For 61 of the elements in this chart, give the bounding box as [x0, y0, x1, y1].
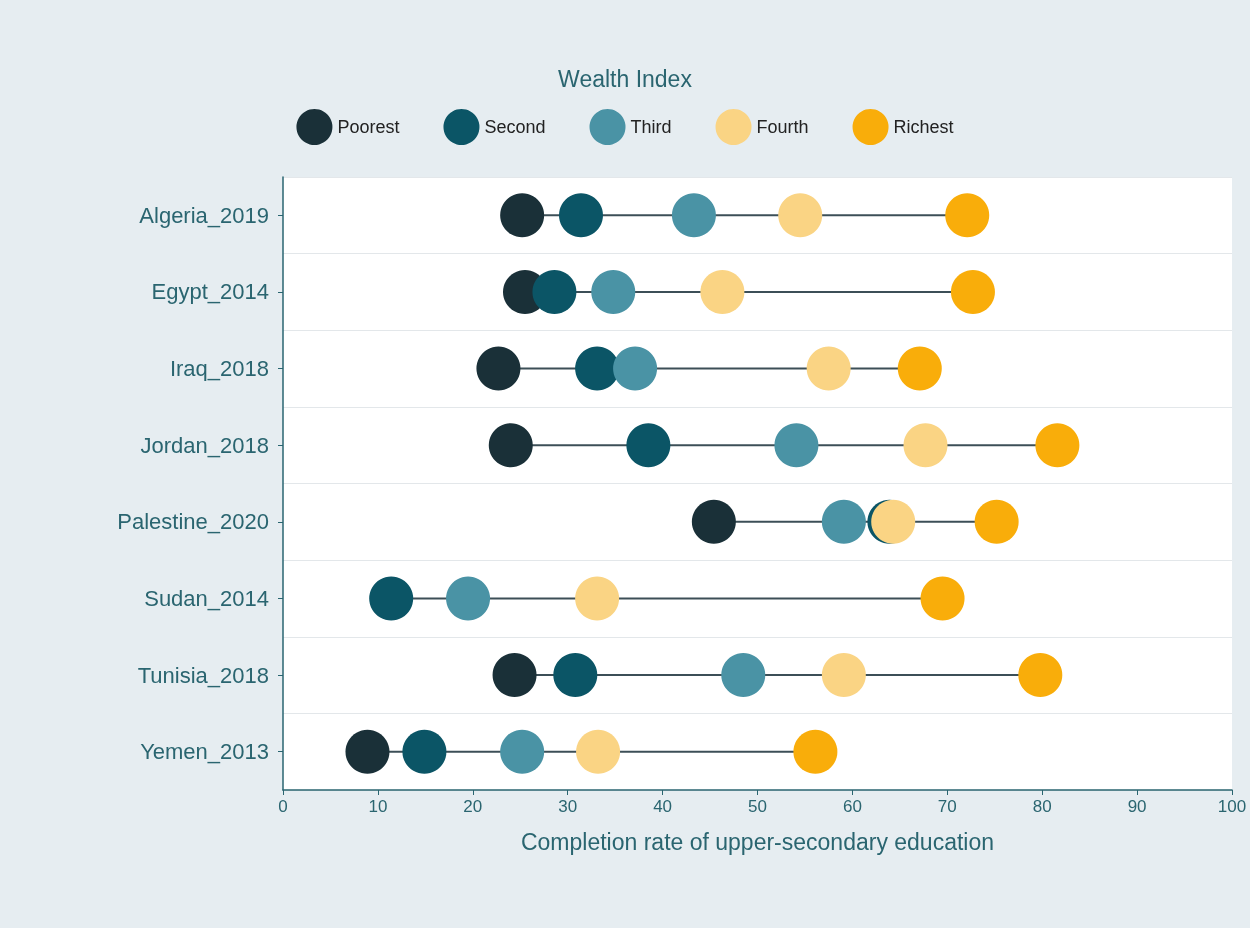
legend-title: Wealth Index: [558, 65, 693, 92]
point: [700, 269, 745, 314]
point: [1035, 423, 1080, 468]
x-tick-label: 10: [368, 797, 388, 816]
point: [446, 576, 491, 621]
point: [821, 653, 866, 698]
legend-label: Second: [484, 117, 546, 137]
point: [897, 346, 942, 391]
x-tick-label: 100: [1217, 797, 1247, 816]
point: [402, 729, 447, 774]
point: [774, 423, 819, 468]
point: [721, 653, 766, 698]
x-tick-label: 60: [842, 797, 862, 816]
point: [532, 269, 577, 314]
legend-label: Fourth: [756, 117, 809, 137]
legend-label: Richest: [893, 117, 954, 137]
point: [806, 346, 851, 391]
point: [821, 499, 866, 544]
point: [903, 423, 948, 468]
point: [613, 346, 658, 391]
point: [974, 499, 1019, 544]
x-tick-label: 50: [748, 797, 767, 816]
legend-label: Third: [630, 117, 672, 137]
point: [559, 193, 603, 238]
point: [793, 729, 838, 774]
y-tick-label: Iraq_2018: [169, 356, 269, 382]
x-tick-label: 70: [937, 797, 957, 816]
x-tick-label: 0: [278, 797, 288, 816]
point: [591, 269, 636, 314]
point: [553, 653, 598, 698]
point: [488, 423, 533, 468]
x-axis-title: Completion rate of upper-secondary education: [520, 828, 995, 855]
point: [575, 576, 620, 621]
point: [500, 729, 545, 774]
point: [345, 729, 390, 774]
point: [500, 193, 545, 238]
y-tick-label: Palestine_2020: [117, 509, 269, 535]
x-tick-label: 80: [1032, 797, 1052, 816]
legend-label: Poorest: [337, 117, 400, 137]
y-tick-label: Algeria_2019: [139, 202, 269, 228]
point: [1018, 653, 1063, 698]
point: [691, 499, 736, 544]
point: [369, 576, 414, 621]
y-tick-label: Egypt_2014: [151, 279, 269, 305]
point: [576, 729, 621, 774]
y-tick-label: Yemen_2013: [140, 739, 269, 765]
point: [778, 193, 823, 238]
point: [920, 576, 965, 621]
x-tick-label: 90: [1127, 797, 1147, 816]
y-tick-label: Jordan_2018: [140, 432, 269, 458]
point: [626, 423, 671, 468]
y-tick-label: Tunisia_2018: [137, 662, 269, 688]
point: [950, 269, 995, 314]
x-tick-label: 20: [463, 797, 483, 816]
point: [476, 346, 521, 391]
x-tick-label: 40: [653, 797, 673, 816]
y-tick-label: Sudan_2014: [144, 585, 269, 611]
point: [945, 193, 990, 238]
x-tick-label: 30: [558, 797, 578, 816]
point: [492, 653, 537, 698]
point: [671, 193, 716, 238]
